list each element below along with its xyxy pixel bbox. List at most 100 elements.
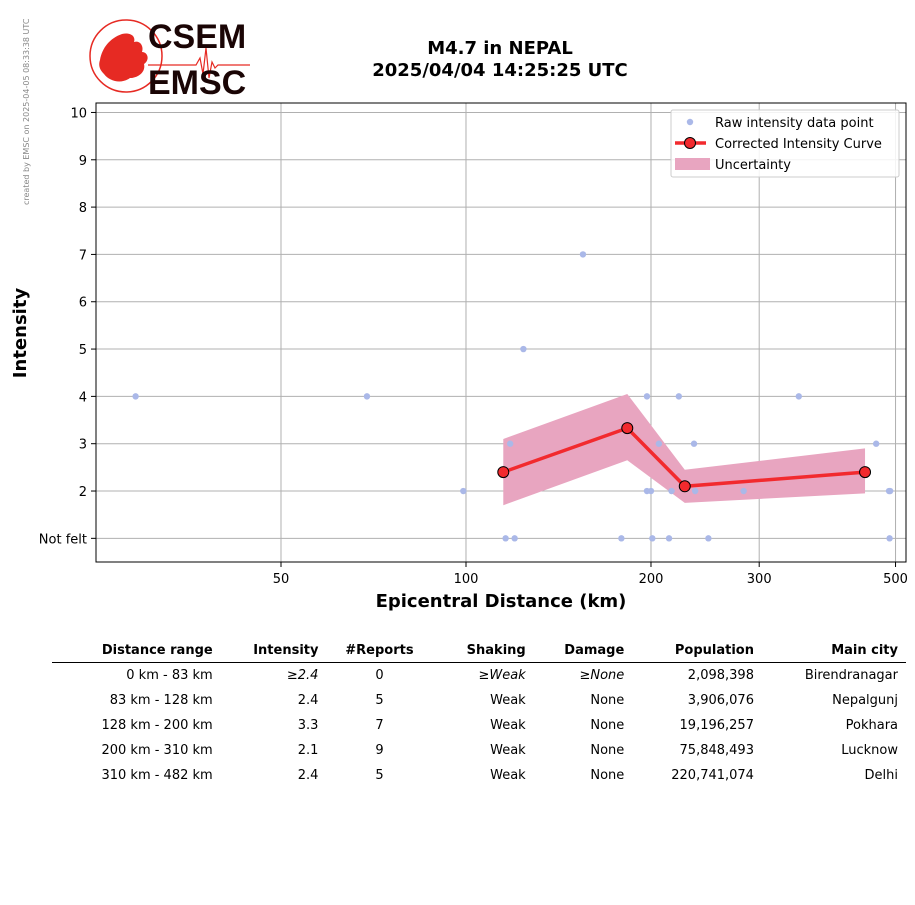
x-tick-label: 500	[883, 572, 908, 587]
uncertainty-band	[503, 394, 866, 506]
raw-intensity-point	[363, 393, 371, 400]
raw-intensity-point	[643, 393, 651, 400]
x-axis-ticks: 50 100 200 300 500	[273, 562, 908, 587]
y-tick-label: 5	[79, 343, 87, 358]
table-cell-reports: 7	[375, 717, 384, 733]
raw-intensity-point	[647, 487, 655, 495]
corrected-intensity-curve	[502, 426, 866, 489]
table-cell-city: Delhi	[864, 767, 898, 783]
raw-intensity-point	[675, 393, 683, 400]
raw-points-layer	[132, 251, 894, 542]
raw-intensity-point	[618, 535, 625, 542]
table-cell-intensity: 2.4	[297, 767, 319, 783]
legend-band-swatch	[675, 158, 710, 170]
table-cell-shaking: Weak	[490, 767, 526, 783]
table-cell-intensity: 2.4	[297, 692, 319, 708]
table-cell-shaking: Weak	[490, 692, 526, 708]
table-cell-shaking: ≥Weak	[478, 667, 526, 683]
table-header-cell: Intensity	[253, 643, 319, 658]
raw-intensity-point	[520, 345, 527, 353]
table-cell-population: 19,196,257	[679, 717, 754, 733]
y-tick-label: 4	[79, 390, 87, 405]
table-cell-shaking: Weak	[490, 717, 526, 733]
table-header-row: Distance range Intensity #Reports Shaking Da…	[52, 640, 906, 663]
table-header-cell: Shaking	[466, 643, 526, 658]
raw-intensity-point	[665, 535, 673, 542]
x-tick-label: 300	[747, 572, 772, 587]
table-header-cell: #Reports	[345, 643, 414, 658]
table-row: 310 km - 482 km 2.4 5 Weak None 220,741,074 De…	[52, 763, 906, 788]
raw-intensity-point	[886, 535, 893, 542]
y-tick-label: 6	[79, 296, 87, 311]
raw-intensity-point	[502, 535, 509, 542]
table-cell-damage: None	[590, 717, 625, 733]
x-tick-label: 100	[454, 572, 479, 587]
x-tick-label: 200	[639, 572, 664, 587]
curve-marker	[859, 466, 872, 479]
y-tick-label: Not felt	[39, 532, 87, 547]
title-line1: M4.7 in NEPAL	[427, 38, 573, 59]
raw-intensity-point	[795, 393, 803, 400]
raw-intensity-point	[506, 440, 514, 447]
intensity-distance-chart: 50 100 200 300 500 Not felt 2 3 4 5 6 7 8 9 10 Epicen…	[10, 102, 908, 612]
table-header-cell: Population	[674, 643, 754, 658]
table-row: 83 km - 128 km 2.4 5 Weak None 3,906,076 Nepal…	[52, 688, 906, 713]
y-axis-label: Intensity	[10, 288, 31, 379]
raw-intensity-point	[872, 440, 880, 447]
curve-layer	[497, 422, 872, 493]
intensity-table: Distance range Intensity #Reports Shaking Da…	[52, 640, 906, 788]
table-cell-reports: 0	[375, 667, 384, 683]
table-cell-range: 83 km - 128 km	[109, 692, 213, 708]
table-row: 200 km - 310 km 2.1 9 Weak None 75,848,493 Luc…	[52, 738, 906, 763]
table-header-cell: Main city	[831, 643, 898, 658]
table-cell-shaking: Weak	[490, 742, 526, 758]
title-line2: 2025/04/04 14:25:25 UTC	[372, 60, 628, 81]
legend-label-curve: Corrected Intensity Curve	[715, 137, 882, 152]
chart-title: M4.7 in NEPAL 2025/04/04 14:25:25 UTC	[300, 38, 700, 82]
table-cell-population: 220,741,074	[671, 767, 754, 783]
uncertainty-band-layer	[503, 394, 866, 506]
curve-marker	[497, 466, 510, 479]
raw-intensity-point	[691, 487, 699, 495]
raw-intensity-point	[579, 251, 587, 258]
table-cell-reports: 5	[375, 767, 384, 783]
csem-emsc-logo: CSEM EMSC	[89, 18, 250, 100]
table-header-cell: Damage	[564, 643, 625, 658]
table-cell-damage: None	[590, 742, 625, 758]
curve-marker	[621, 422, 634, 435]
table-cell-reports: 9	[375, 742, 384, 758]
table-cell-damage: None	[590, 767, 625, 783]
y-tick-label: 2	[79, 485, 87, 500]
plot-frame	[95, 102, 907, 563]
table-cell-damage: ≥None	[579, 667, 625, 683]
table-cell-reports: 5	[375, 692, 384, 708]
raw-intensity-point	[655, 440, 663, 447]
y-tick-label: 10	[70, 106, 87, 121]
table-cell-city: Pokhara	[845, 717, 898, 733]
curve-marker	[678, 480, 691, 493]
table-cell-population: 2,098,398	[687, 667, 754, 683]
raw-intensity-point	[132, 393, 139, 400]
y-axis-ticks: Not felt 2 3 4 5 6 7 8 9 10	[39, 106, 96, 547]
table-row: 128 km - 200 km 3.3 7 Weak None 19,196,257 Pok…	[52, 713, 906, 738]
raw-intensity-point	[705, 535, 712, 542]
y-tick-label: 8	[79, 201, 87, 216]
legend-curve-marker	[684, 137, 696, 149]
legend-label-band: Uncertainty	[715, 158, 791, 173]
raw-intensity-point	[460, 487, 467, 495]
table-cell-range: 0 km - 83 km	[126, 667, 213, 683]
table-cell-range: 310 km - 482 km	[101, 767, 213, 783]
legend-label-raw: Raw intensity data point	[715, 116, 874, 131]
table-cell-city: Nepalgunj	[832, 692, 898, 708]
seismogram	[148, 47, 250, 79]
raw-intensity-point	[511, 535, 518, 542]
table-header-cell: Distance range	[101, 643, 213, 658]
x-tick-label: 50	[273, 572, 290, 587]
y-tick-label: 9	[79, 154, 87, 169]
logo-line1: CSEM	[148, 18, 246, 56]
raw-intensity-point	[668, 487, 675, 495]
x-axis-label: Epicentral Distance (km)	[376, 591, 627, 612]
table-cell-population: 75,848,493	[679, 742, 754, 758]
raw-intensity-point	[886, 487, 894, 495]
table-row: 0 km - 83 km ≥2.4 0 ≥Weak ≥None 2,098,398 Bire…	[52, 663, 906, 689]
